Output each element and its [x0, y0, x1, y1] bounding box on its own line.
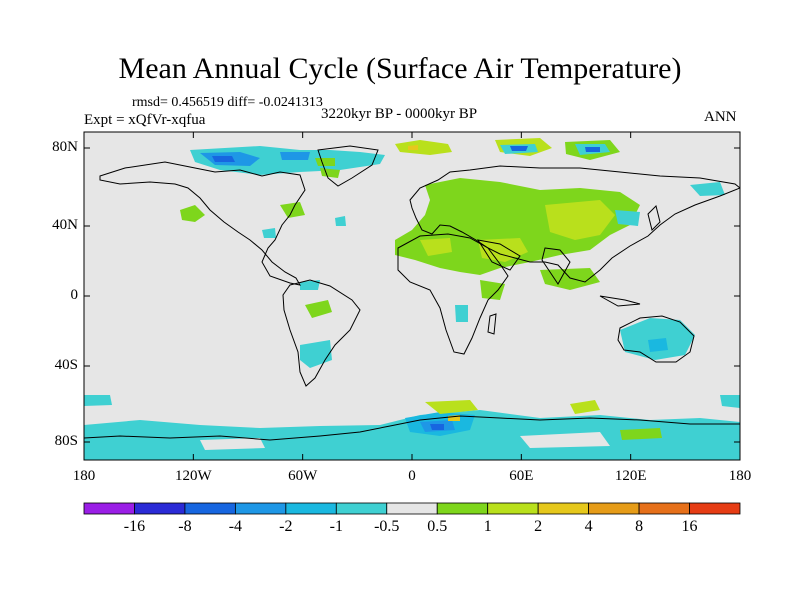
anomaly-patch — [180, 205, 205, 222]
anomaly-patch — [425, 400, 478, 414]
colorbar-swatch — [83, 502, 135, 515]
colorbar-label: 0.5 — [427, 518, 448, 535]
anomaly-patch — [478, 238, 528, 262]
colorbar-swatch — [487, 502, 539, 515]
colorbar-label: -8 — [178, 518, 192, 535]
coastline-australia — [617, 315, 695, 363]
colorbar — [83, 502, 741, 515]
anomaly-patch — [648, 338, 668, 352]
colorbar-label: 1 — [483, 518, 492, 535]
coastline-south-america — [282, 279, 361, 387]
axis-ticks — [83, 132, 741, 460]
anomaly-patch — [430, 424, 444, 430]
anomaly-patch — [570, 400, 600, 414]
y-tick-label: 40S — [54, 357, 78, 373]
anomaly-patch — [335, 216, 346, 226]
colorbar-swatch — [638, 502, 690, 515]
coastline-eurasia — [409, 165, 740, 283]
x-tick-label: 120W — [174, 468, 212, 484]
colorbar-label: -4 — [228, 518, 243, 535]
coastline-africa — [397, 233, 509, 355]
x-tick-label: 60E — [509, 468, 534, 484]
colorbar-label: -2 — [279, 518, 293, 535]
colorbar-swatch — [689, 502, 741, 515]
anomaly-patch — [545, 200, 615, 240]
experiment-label: Expt = xQfVr-xqfua — [84, 112, 206, 128]
coastline-arabia — [476, 239, 521, 271]
colorbar-swatch — [234, 502, 287, 515]
coastline-antarctica — [84, 415, 740, 441]
map-background — [84, 132, 740, 460]
y-tick-label: 40N — [52, 217, 78, 233]
x-tick-label: 180 — [728, 468, 752, 484]
anomaly-patch — [200, 438, 265, 450]
anomaly-patch — [420, 238, 452, 256]
y-tick-label: 0 — [70, 287, 79, 303]
stats-text: rmsd= 0.456519 diff= -0.0241313 — [132, 95, 323, 110]
anomaly-patch — [455, 305, 468, 322]
coastline-north-america — [99, 161, 306, 286]
colorbar-swatch — [285, 502, 337, 515]
colorbar-swatch — [335, 502, 388, 515]
colorbar-swatch — [184, 502, 236, 515]
season-label: ANN — [704, 109, 737, 125]
colorbar-label: -0.5 — [374, 518, 400, 535]
anomaly-shading — [84, 138, 740, 460]
anomaly-patch — [84, 395, 112, 406]
period-label: 3220kyr BP - 0000kyr BP — [321, 106, 478, 122]
anomaly-patch — [480, 280, 505, 300]
colorbar-label: 2 — [534, 518, 543, 535]
colorbar-label: 4 — [584, 518, 593, 535]
anomaly-patch — [540, 268, 600, 290]
x-tick-label: 0 — [408, 468, 416, 484]
anomaly-patch — [690, 182, 725, 196]
x-tick-label: 180 — [72, 468, 96, 484]
colorbar-swatch — [537, 502, 590, 515]
anomaly-patch — [720, 395, 740, 408]
anomaly-patch — [585, 147, 600, 152]
colorbar-label: 8 — [635, 518, 644, 535]
anomaly-patch — [300, 280, 320, 290]
colorbar-swatch — [386, 502, 438, 515]
colorbar-swatch — [134, 502, 186, 515]
anomaly-patch — [262, 228, 276, 238]
colorbar-label: -16 — [123, 518, 146, 535]
anomaly-patch — [615, 210, 640, 226]
anomaly-patch — [305, 300, 332, 318]
anomaly-patch — [212, 156, 235, 162]
anomaly-patch — [280, 152, 310, 160]
plot-title: Mean Annual Cycle (Surface Air Temperatu… — [118, 52, 682, 85]
y-tick-label: 80S — [54, 433, 78, 449]
anomaly-patch — [510, 146, 528, 151]
anomaly-patch — [315, 158, 335, 166]
anomaly-patch — [620, 428, 662, 440]
anomaly-patch — [520, 432, 610, 448]
anomaly-patch — [408, 145, 418, 150]
coastline-japan — [647, 205, 661, 231]
coastline-indonesia — [599, 295, 641, 307]
coastline-india — [541, 247, 571, 285]
anomaly-patch — [395, 140, 452, 155]
colorbar-swatch — [588, 502, 640, 515]
y-tick-label: 80N — [52, 139, 78, 155]
coastline-madagascar — [487, 313, 497, 335]
colorbar-label: 16 — [681, 518, 698, 535]
colorbar-swatch — [436, 502, 489, 515]
coastline-greenland — [317, 145, 379, 187]
coastlines — [84, 145, 740, 441]
x-tick-label: 60W — [288, 468, 318, 484]
x-tick-label: 120E — [614, 468, 647, 484]
colorbar-label: -1 — [329, 518, 343, 535]
